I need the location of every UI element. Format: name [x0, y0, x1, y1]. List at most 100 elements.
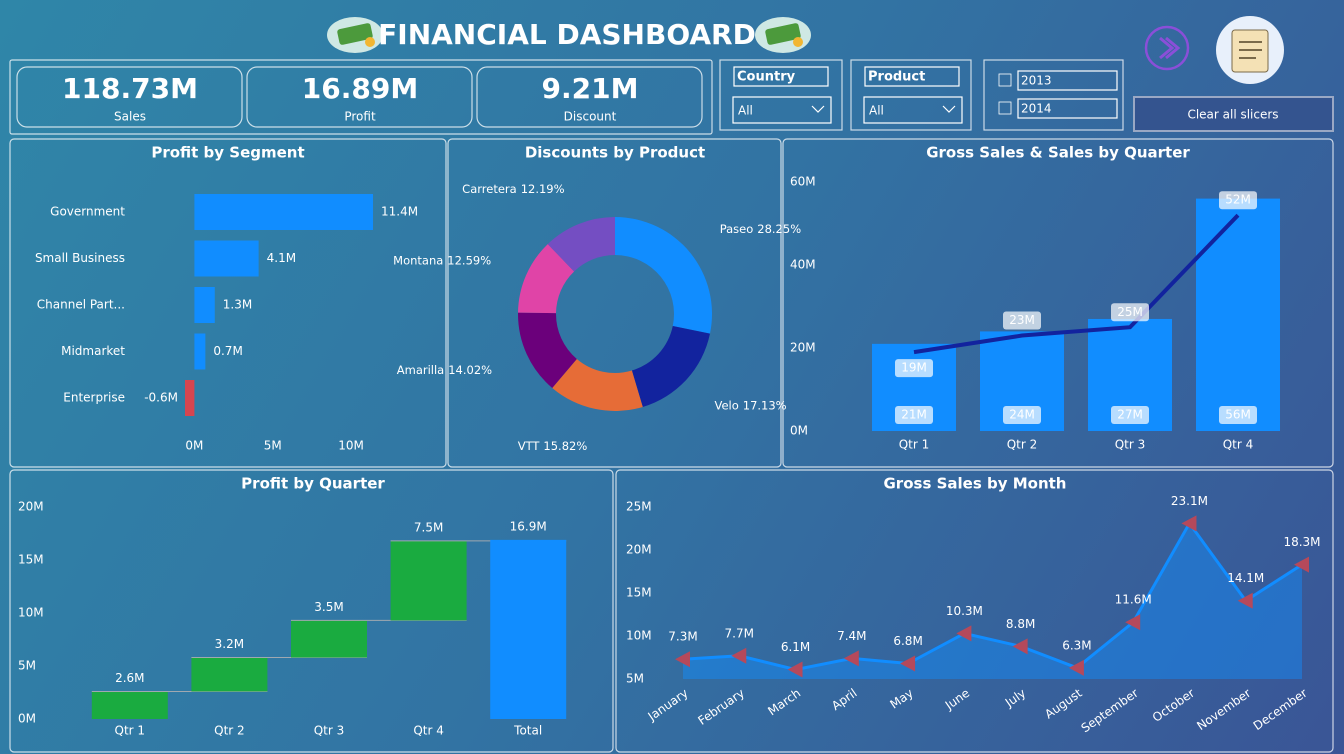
kpi-container — [9, 59, 713, 135]
slice-value: 28.25% — [757, 221, 801, 235]
value-label: 19M — [901, 361, 927, 375]
label-box — [1111, 303, 1149, 322]
kpi-label: Profit — [344, 110, 376, 124]
donut-slice — [615, 217, 712, 334]
slice-label: Velo 17.13% — [714, 398, 786, 412]
x-tick-label: Qtr 4 — [413, 724, 444, 738]
value-label: 6.1M — [781, 640, 810, 654]
label-box — [1003, 406, 1041, 424]
value-label: 18.3M — [1283, 535, 1320, 549]
value-label: 56M — [1225, 408, 1251, 422]
bar — [191, 657, 268, 692]
area — [683, 523, 1302, 679]
checkbox[interactable] — [998, 101, 1012, 115]
slicer-title: Product — [868, 70, 925, 85]
clear-button-label: Clear all slicers — [1187, 108, 1278, 122]
value-label: 3.2M — [215, 637, 244, 651]
label-box — [1219, 191, 1257, 210]
bar — [194, 333, 206, 370]
x-tick-label: July — [1002, 686, 1029, 710]
y-tick-label: 5M — [18, 659, 36, 673]
kpi-label: Discount — [564, 110, 617, 124]
x-tick-label: August — [1042, 686, 1085, 722]
year-item[interactable] — [1017, 70, 1118, 91]
value-label: 10.3M — [946, 604, 983, 618]
y-tick-label: 40M — [790, 258, 816, 272]
panel — [782, 138, 1334, 468]
kpi-card — [16, 66, 243, 128]
y-tick-label: 20M — [18, 500, 44, 514]
label-box — [1219, 406, 1257, 424]
value-label: 23.1M — [1171, 494, 1208, 508]
value-label: 3.5M — [314, 600, 343, 614]
value-label: 25M — [1117, 305, 1143, 319]
nav-button[interactable] — [1144, 25, 1190, 71]
label-box — [1003, 311, 1041, 330]
y-tick-label: 0M — [18, 712, 36, 726]
label-box — [895, 359, 933, 378]
donut-slice — [552, 358, 643, 412]
clear-button[interactable] — [1133, 96, 1334, 132]
slice-value: 14.02% — [448, 362, 492, 376]
y-tick-label: 20M — [626, 543, 652, 557]
slice-label: Paseo 28.25% — [720, 221, 802, 235]
kpi-value: 118.73M — [62, 72, 198, 105]
year-label: 2013 — [1021, 74, 1052, 88]
dropdown-arrow — [811, 105, 825, 113]
bar — [185, 380, 195, 416]
kpi-card — [246, 66, 473, 128]
x-tick-label: 5M — [264, 439, 282, 453]
x-tick-label: Qtr 1 — [899, 438, 930, 452]
dropdown[interactable] — [863, 96, 963, 124]
kpi-value: 16.89M — [302, 72, 418, 105]
marker — [843, 650, 859, 667]
value-label: 2.6M — [115, 671, 144, 685]
marker — [1294, 556, 1309, 573]
x-tick-label: January — [645, 686, 691, 724]
x-tick-label: September — [1079, 686, 1141, 736]
y-tick-label: 0M — [790, 424, 808, 438]
year-label: 2014 — [1021, 102, 1052, 116]
x-tick-label: February — [695, 686, 747, 728]
panel — [9, 469, 614, 753]
slice-value: 17.13% — [743, 398, 787, 412]
x-tick-label: Qtr 2 — [214, 724, 245, 738]
value-label: 6.3M — [1062, 638, 1091, 652]
bar — [194, 287, 215, 323]
kpi-card — [476, 66, 703, 128]
category-label: Enterprise — [63, 391, 125, 405]
chart-title: Discounts by Product — [525, 144, 705, 162]
x-tick-label: June — [942, 686, 972, 713]
value-label: 11.6M — [1115, 593, 1152, 607]
year-item[interactable] — [1017, 98, 1118, 119]
slice-category: VTT — [518, 439, 541, 453]
value-label: 1.3M — [223, 298, 252, 312]
x-tick-label: Qtr 4 — [1223, 438, 1254, 452]
slicer-header — [733, 66, 829, 87]
bar — [390, 540, 467, 621]
value-label: 4.1M — [267, 251, 296, 265]
bar — [1196, 198, 1280, 431]
y-tick-label: 10M — [18, 606, 44, 620]
report-icon — [1216, 16, 1284, 84]
donut-slice — [518, 244, 575, 314]
bar — [291, 620, 367, 658]
x-tick-label: 0M — [185, 439, 203, 453]
category-label: Small Business — [35, 251, 125, 265]
checkbox[interactable] — [998, 73, 1012, 87]
dropdown[interactable] — [732, 96, 832, 124]
x-tick-label: Qtr 2 — [1007, 438, 1038, 452]
marker — [675, 651, 690, 668]
line — [913, 213, 1240, 355]
line — [682, 520, 1303, 672]
slice-value: 15.82% — [543, 439, 587, 453]
slice-label: Amarilla 14.02% — [397, 362, 492, 376]
value-label: 24M — [1009, 408, 1035, 422]
marker — [1237, 592, 1253, 609]
x-tick-label: November — [1194, 686, 1253, 733]
nav-arrow — [1159, 36, 1181, 60]
marker — [1068, 659, 1084, 676]
slice-value: 12.19% — [521, 181, 565, 195]
slicer — [719, 59, 843, 131]
